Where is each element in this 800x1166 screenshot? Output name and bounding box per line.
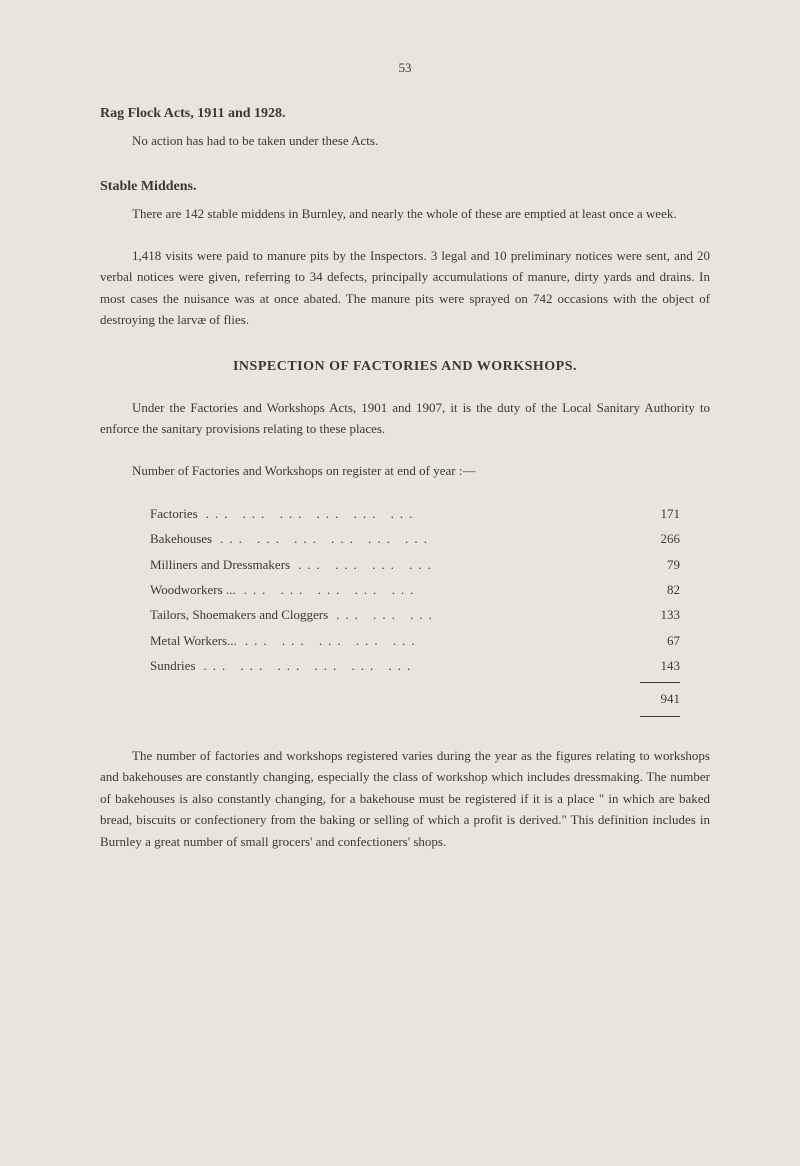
row-dots: ... ... ... ... (298, 552, 632, 577)
row-label: Tailors, Shoemakers and Cloggers (150, 602, 328, 627)
stable-middens-title: Stable Middens. (100, 179, 710, 195)
row-dots: ... ... ... ... ... ... (206, 501, 632, 526)
row-label: Woodworkers ... (150, 577, 236, 602)
rag-flock-title: Rag Flock Acts, 1911 and 1928. (100, 106, 710, 122)
total-rule-top (640, 682, 680, 683)
row-label: Sundries (150, 653, 196, 678)
row-value: 266 (640, 526, 680, 551)
stable-middens-para1: There are 142 stable middens in Burnley,… (100, 203, 710, 224)
row-value: 171 (640, 501, 680, 526)
row-label: Bakehouses (150, 526, 212, 551)
rag-flock-text: No action has had to be taken under thes… (100, 130, 710, 151)
row-dots: ... ... ... ... ... (244, 577, 632, 602)
table-row: Bakehouses ... ... ... ... ... ... 266 (150, 526, 680, 551)
row-value: 82 (640, 577, 680, 602)
row-label: Metal Workers... (150, 628, 237, 653)
closing-paragraph: The number of factories and workshops re… (100, 745, 710, 852)
table-row: Sundries ... ... ... ... ... ... 143 (150, 653, 680, 678)
inspection-intro: Under the Factories and Workshops Acts, … (100, 397, 710, 440)
row-dots: ... ... ... (336, 602, 632, 627)
table-row: Woodworkers ... ... ... ... ... ... 82 (150, 577, 680, 602)
total-row: 941 (150, 687, 680, 712)
row-dots: ... ... ... ... ... (245, 628, 632, 653)
row-value: 143 (640, 653, 680, 678)
table-intro: Number of Factories and Workshops on reg… (100, 460, 710, 481)
row-value: 133 (640, 602, 680, 627)
factories-table: Factories ... ... ... ... ... ... 171 Ba… (150, 501, 680, 717)
table-row: Tailors, Shoemakers and Cloggers ... ...… (150, 602, 680, 627)
inspection-heading: INSPECTION OF FACTORIES AND WORKSHOPS. (100, 359, 710, 375)
row-label: Milliners and Dressmakers (150, 552, 290, 577)
stable-middens-para2: 1,418 visits were paid to manure pits by… (100, 245, 710, 331)
row-dots: ... ... ... ... ... ... (204, 653, 633, 678)
page-number: 53 (100, 60, 710, 76)
row-value: 79 (640, 552, 680, 577)
row-dots: ... ... ... ... ... ... (220, 526, 632, 551)
total-value: 941 (640, 687, 680, 712)
row-label: Factories (150, 501, 198, 526)
table-row: Metal Workers... ... ... ... ... ... 67 (150, 628, 680, 653)
table-row: Factories ... ... ... ... ... ... 171 (150, 501, 680, 526)
row-value: 67 (640, 628, 680, 653)
total-rule-bottom (640, 716, 680, 717)
table-row: Milliners and Dressmakers ... ... ... ..… (150, 552, 680, 577)
